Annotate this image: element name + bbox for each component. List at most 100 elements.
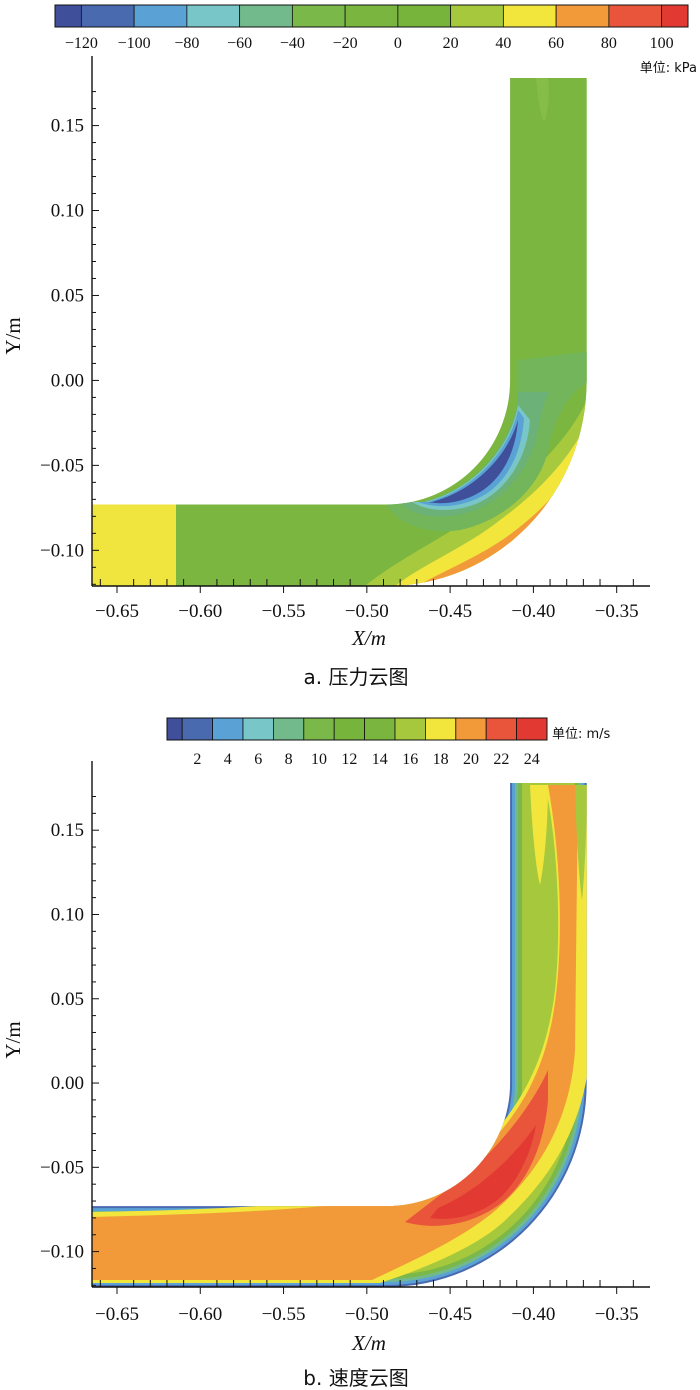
colorbar-tick-label: 0	[394, 35, 402, 52]
x-tick-label: −0.45	[428, 601, 472, 622]
velocity-unit-label: 单位: m/s	[552, 727, 611, 742]
colorbar-swatch	[181, 717, 213, 741]
y-tick-label: 0.05	[51, 989, 84, 1010]
x-tick-label: −0.60	[178, 1304, 222, 1325]
colorbar-swatch	[166, 717, 183, 741]
x-tick-label: −0.65	[95, 1304, 139, 1325]
x-tick-label: −0.40	[511, 1304, 555, 1325]
colorbar-swatch	[239, 4, 293, 28]
colorbar-tick-label: −80	[174, 35, 199, 52]
velocity-contour-field	[92, 783, 587, 1287]
y-tick-label: 0.05	[51, 285, 84, 306]
x-tick-label: −0.65	[95, 601, 139, 622]
colorbar-tick-label: 40	[495, 35, 511, 52]
colorbar-swatch	[303, 717, 335, 741]
pressure-band-inner-minus120	[428, 420, 518, 504]
x-tick-label: −0.40	[511, 601, 555, 622]
velocity-y-axis-label: Y/m	[1, 1021, 25, 1058]
velocity-axes: 0.15 0.10 0.05 0.00 −0.05 −0.10 −0.65 −0.60 −0.5…	[40, 761, 650, 1325]
pressure-unit-label: 单位: kPa	[640, 61, 697, 76]
colorbar-frame	[54, 4, 689, 28]
velocity-inner-jet-22	[405, 1070, 548, 1226]
y-tick-label: 0.10	[51, 904, 84, 925]
colorbar-tick-label: 20	[463, 751, 479, 768]
x-tick-label: −0.45	[428, 1304, 472, 1325]
colorbar-frame	[166, 717, 548, 741]
colorbar-tick-label: 16	[402, 751, 418, 768]
y-tick-label: −0.05	[40, 1157, 84, 1178]
colorbar-tick-label: 24	[524, 751, 540, 768]
colorbar-tick-label: 2	[193, 751, 201, 768]
pressure-panel: −120 −100 −80 −60 −40 −20 0 20 40 60 80 100 单位: kPa…	[1, 4, 697, 689]
colorbar-tick-label: 8	[285, 751, 293, 768]
velocity-panel: 2 4 6 8 10 12 14 16 18 20 22 24 单位: m/s 0.150.100.0…	[1, 717, 650, 1390]
pressure-x-axis-label: X/m	[351, 626, 386, 650]
pressure-band-inner-minus80	[418, 410, 524, 507]
colorbar-swatch	[394, 717, 426, 741]
colorbar-swatch	[242, 717, 274, 741]
colorbar-swatch	[291, 4, 346, 28]
colorbar-tick-label: 22	[493, 751, 509, 768]
colorbar-tick-label: 14	[372, 751, 388, 768]
colorbar-tick-label: 6	[254, 751, 262, 768]
x-tick-label: −0.35	[595, 1304, 639, 1325]
pressure-contour-field	[92, 78, 587, 586]
colorbar-tick-label: −100	[118, 35, 151, 52]
x-tick-label: −0.55	[262, 601, 306, 622]
colorbar-tick-label: −20	[333, 35, 358, 52]
colorbar-tick-label: 20	[443, 35, 459, 52]
colorbar-swatch	[450, 4, 504, 28]
colorbar-swatch	[455, 717, 487, 741]
velocity-inner-jet-24	[430, 1125, 536, 1219]
colorbar-swatch	[661, 4, 689, 28]
colorbar-swatch	[608, 4, 663, 28]
velocity-caption: b. 速度云图	[303, 1366, 408, 1390]
x-tick-label: −0.55	[262, 1304, 306, 1325]
colorbar-swatch	[133, 4, 188, 28]
colorbar-swatch	[212, 717, 244, 741]
y-tick-label: 0.15	[51, 820, 84, 841]
colorbar-swatch	[333, 717, 366, 741]
y-tick-label: 0.15	[51, 116, 84, 137]
colorbar-tick-label: −40	[280, 35, 305, 52]
velocity-colorbar: 2 4 6 8 10 12 14 16 18 20 22 24	[166, 717, 548, 768]
colorbar-tick-label: −120	[65, 35, 98, 52]
velocity-x-axis-label: X/m	[351, 1331, 386, 1355]
colorbar-swatch	[272, 717, 305, 741]
pressure-colorbar: −120 −100 −80 −60 −40 −20 0 20 40 60 80 100	[54, 4, 689, 52]
colorbar-tick-label: 4	[224, 751, 232, 768]
pressure-caption: a. 压力云图	[304, 665, 409, 689]
colorbar-swatch	[516, 717, 548, 741]
colorbar-swatch	[555, 4, 610, 28]
colorbar-tick-label: 80	[601, 35, 617, 52]
x-tick-label: −0.50	[345, 601, 389, 622]
y-tick-label: −0.10	[40, 540, 84, 561]
pressure-inlet-region	[92, 500, 176, 586]
pressure-y-axis-label: Y/m	[1, 317, 25, 354]
colorbar-swatch	[186, 4, 241, 28]
pressure-band-inner-minus60	[412, 405, 530, 511]
y-tick-label: 0.10	[51, 201, 84, 222]
colorbar-tick-label: −60	[227, 35, 252, 52]
y-tick-label: −0.05	[40, 455, 84, 476]
velocity-outlet-streak-green	[575, 785, 587, 900]
y-tick-label: 0.00	[51, 1073, 84, 1094]
colorbar-swatch	[80, 4, 135, 28]
y-tick-label: 0.00	[51, 370, 84, 391]
colorbar-swatch	[364, 717, 396, 741]
velocity-outlet-streak-yellow	[530, 785, 548, 885]
colorbar-tick-label: 60	[548, 35, 564, 52]
y-tick-label: −0.10	[40, 1242, 84, 1263]
colorbar-tick-label: 100	[650, 35, 674, 52]
colorbar-swatch	[397, 4, 452, 28]
x-tick-label: −0.60	[178, 601, 222, 622]
colorbar-tick-label: 18	[433, 751, 449, 768]
colorbar-swatch	[502, 4, 557, 28]
x-tick-label: −0.35	[595, 601, 639, 622]
pressure-band-inner-minus20	[400, 392, 550, 517]
pressure-axes: 0.15 0.10 0.05 0.00 −0.05 −0.10 −0.65 −0.60 −0.5…	[40, 56, 650, 622]
velocity-core-22	[92, 785, 578, 1280]
pressure-outlet-streak	[536, 78, 549, 122]
colorbar-swatch	[424, 717, 457, 741]
